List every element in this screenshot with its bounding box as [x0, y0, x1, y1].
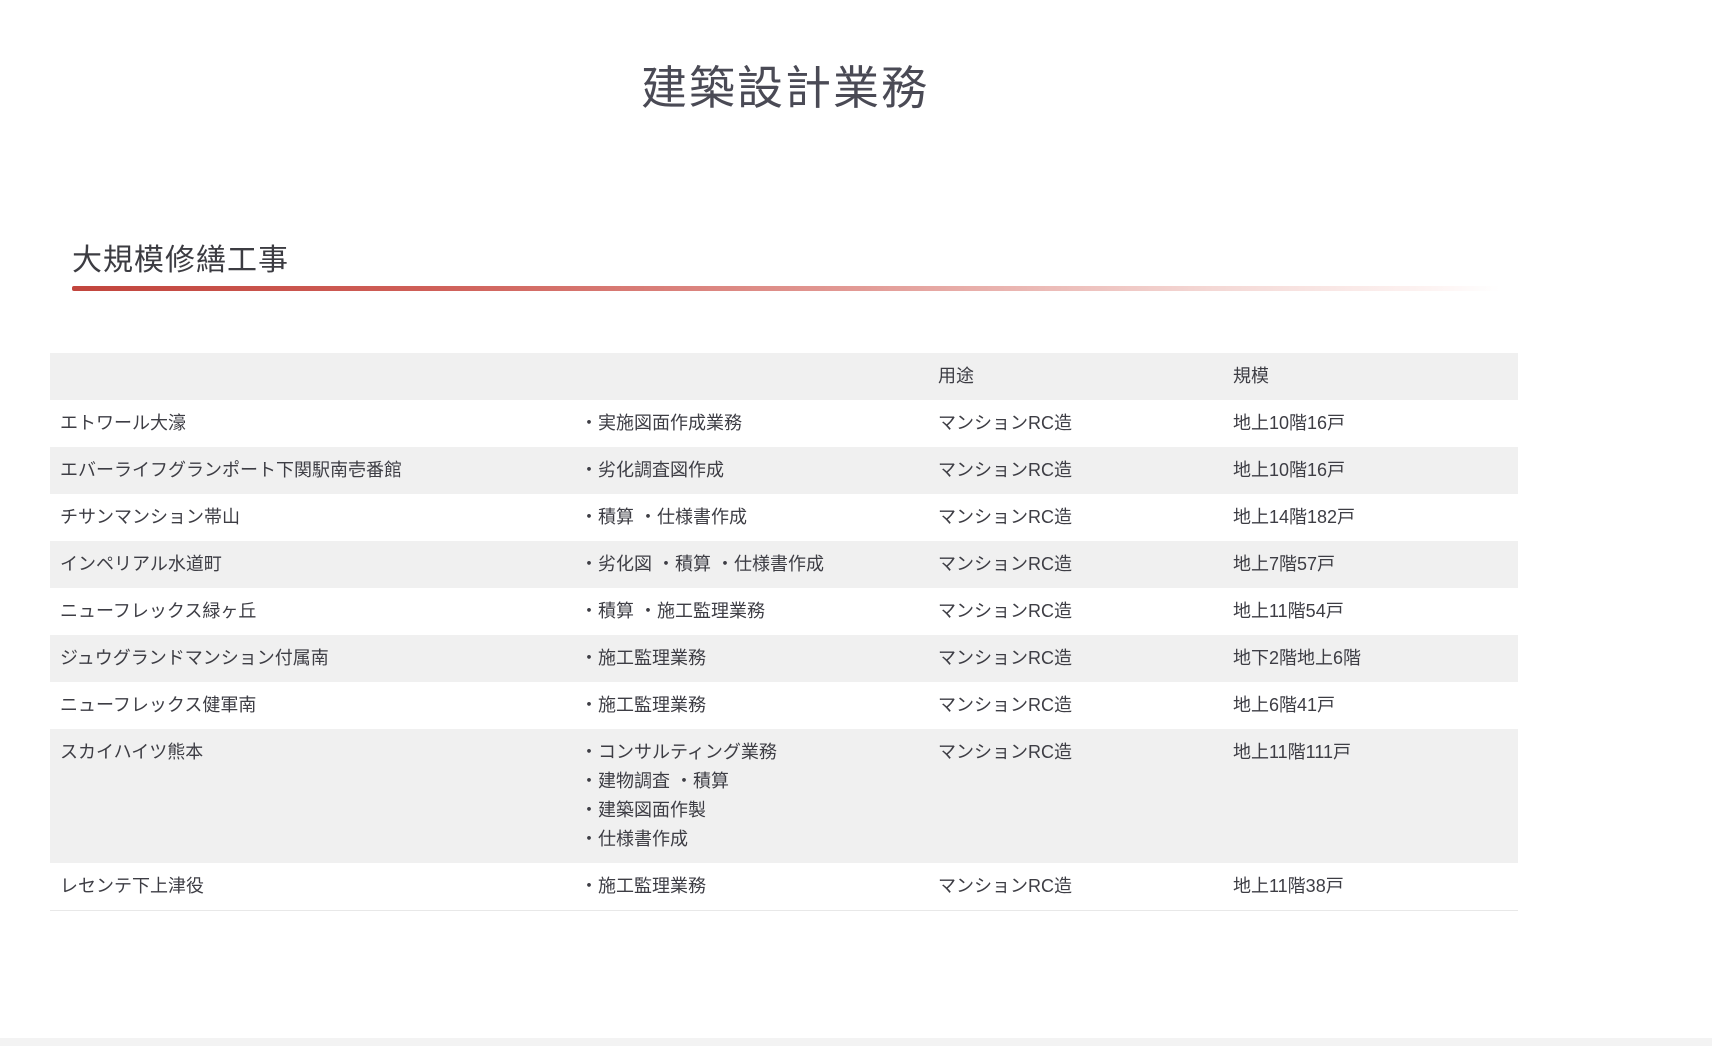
project-services-cell: ・施工監理業務	[570, 682, 928, 729]
projects-table-body: エトワール大濠 ・実施図面作成業務 マンションRC造 地上10階16戸 エバーラ…	[50, 400, 1518, 911]
project-use-cell: マンションRC造	[928, 447, 1223, 494]
projects-table: 用途 規模 エトワール大濠 ・実施図面作成業務 マンションRC造 地上10階16…	[50, 353, 1518, 911]
project-services-cell: ・コンサルティング業務 ・建物調査 ・積算 ・建築図面作製 ・仕様書作成	[570, 729, 928, 863]
header-name	[50, 353, 570, 400]
project-scale-cell: 地上11階38戸	[1223, 863, 1518, 911]
project-name-cell: ジュウグランドマンション付属南	[50, 635, 570, 682]
header-services	[570, 353, 928, 400]
projects-table-header: 用途 規模	[50, 353, 1518, 400]
table-row: エトワール大濠 ・実施図面作成業務 マンションRC造 地上10階16戸	[50, 400, 1518, 447]
project-use-cell: マンションRC造	[928, 494, 1223, 541]
project-use-cell: マンションRC造	[928, 682, 1223, 729]
project-scale-cell: 地上10階16戸	[1223, 447, 1518, 494]
project-name-cell: インペリアル水道町	[50, 541, 570, 588]
project-scale-cell: 地上6階41戸	[1223, 682, 1518, 729]
project-name-cell: ニューフレックス緑ヶ丘	[50, 588, 570, 635]
project-services-cell: ・積算 ・施工監理業務	[570, 588, 928, 635]
table-row: ニューフレックス健軍南 ・施工監理業務 マンションRC造 地上6階41戸	[50, 682, 1518, 729]
project-use-cell: マンションRC造	[928, 400, 1223, 447]
project-name-cell: エバーライフグランポート下関駅南壱番館	[50, 447, 570, 494]
project-name-cell: ニューフレックス健軍南	[50, 682, 570, 729]
project-name-cell: レセンテ下上津役	[50, 863, 570, 911]
content-area: 建築設計業務 大規模修繕工事 用途 規模 エトワール大濠 ・実施図面作成業務	[50, 0, 1520, 911]
project-services-cell: ・劣化調査図作成	[570, 447, 928, 494]
project-scale-cell: 地上11階54戸	[1223, 588, 1518, 635]
section-heading: 大規模修繕工事	[72, 244, 289, 277]
header-row: 用途 規模	[50, 353, 1518, 400]
project-scale-cell: 地下2階地上6階	[1223, 635, 1518, 682]
project-services-cell: ・施工監理業務	[570, 635, 928, 682]
table-row: インペリアル水道町 ・劣化図 ・積算 ・仕様書作成 マンションRC造 地上7階5…	[50, 541, 1518, 588]
project-name-cell: スカイハイツ熊本	[50, 729, 570, 863]
project-scale-cell: 地上7階57戸	[1223, 541, 1518, 588]
project-use-cell: マンションRC造	[928, 588, 1223, 635]
table-row: スカイハイツ熊本 ・コンサルティング業務 ・建物調査 ・積算 ・建築図面作製 ・…	[50, 729, 1518, 863]
header-scale: 規模	[1223, 353, 1518, 400]
page-title: 建築設計業務	[641, 62, 929, 114]
footer-strip	[0, 1038, 1712, 1046]
table-row: チサンマンション帯山 ・積算 ・仕様書作成 マンションRC造 地上14階182戸	[50, 494, 1518, 541]
project-scale-cell: 地上11階111戸	[1223, 729, 1518, 863]
table-row: ジュウグランドマンション付属南 ・施工監理業務 マンションRC造 地下2階地上6…	[50, 635, 1518, 682]
project-services-cell: ・積算 ・仕様書作成	[570, 494, 928, 541]
project-services-cell: ・劣化図 ・積算 ・仕様書作成	[570, 541, 928, 588]
project-use-cell: マンションRC造	[928, 635, 1223, 682]
header-use: 用途	[928, 353, 1223, 400]
project-use-cell: マンションRC造	[928, 541, 1223, 588]
table-row: レセンテ下上津役 ・施工監理業務 マンションRC造 地上11階38戸	[50, 863, 1518, 911]
project-name-cell: エトワール大濠	[50, 400, 570, 447]
project-name-cell: チサンマンション帯山	[50, 494, 570, 541]
project-scale-cell: 地上10階16戸	[1223, 400, 1518, 447]
section-heading-underline	[72, 286, 1500, 291]
project-use-cell: マンションRC造	[928, 729, 1223, 863]
project-services-cell: ・実施図面作成業務	[570, 400, 928, 447]
project-services-cell: ・施工監理業務	[570, 863, 928, 911]
project-scale-cell: 地上14階182戸	[1223, 494, 1518, 541]
table-row: ニューフレックス緑ヶ丘 ・積算 ・施工監理業務 マンションRC造 地上11階54…	[50, 588, 1518, 635]
project-use-cell: マンションRC造	[928, 863, 1223, 911]
table-row: エバーライフグランポート下関駅南壱番館 ・劣化調査図作成 マンションRC造 地上…	[50, 447, 1518, 494]
